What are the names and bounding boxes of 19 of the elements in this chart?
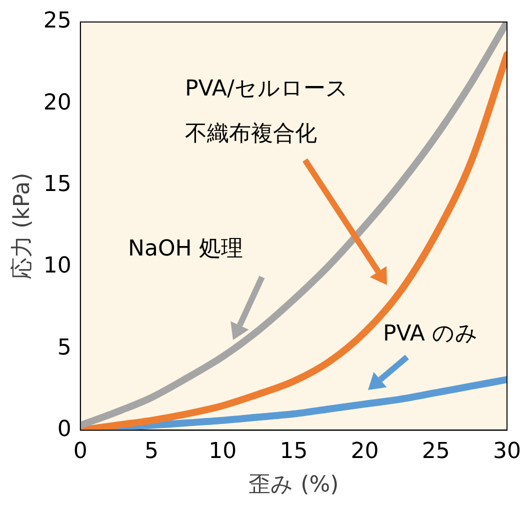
annotation: PVA/セルロース	[185, 76, 348, 102]
annotation: NaOH 処理	[128, 236, 243, 262]
y-tick-label: 5	[57, 335, 72, 360]
annotation: PVA のみ	[383, 322, 478, 347]
x-tick-label: 0	[73, 439, 88, 464]
x-tick-label: 15	[280, 439, 308, 464]
x-tick-label: 25	[422, 439, 450, 464]
annotation: 不織布複合化	[185, 122, 317, 147]
y-tick-label: 20	[43, 90, 72, 116]
y-tick-label: 0	[57, 416, 72, 442]
y-tick-label: 25	[43, 8, 72, 34]
y-tick-label: 15	[43, 172, 72, 197]
x-tick-label: 10	[208, 439, 237, 464]
x-tick-label: 30	[493, 439, 522, 464]
x-tick-label: 20	[350, 439, 379, 464]
x-tick-label: 5	[144, 439, 158, 464]
y-axis-title: 応力 (kPa)	[10, 172, 35, 280]
y-tick-label: 10	[43, 254, 72, 279]
x-axis-title: 歪み (%)	[248, 472, 339, 498]
